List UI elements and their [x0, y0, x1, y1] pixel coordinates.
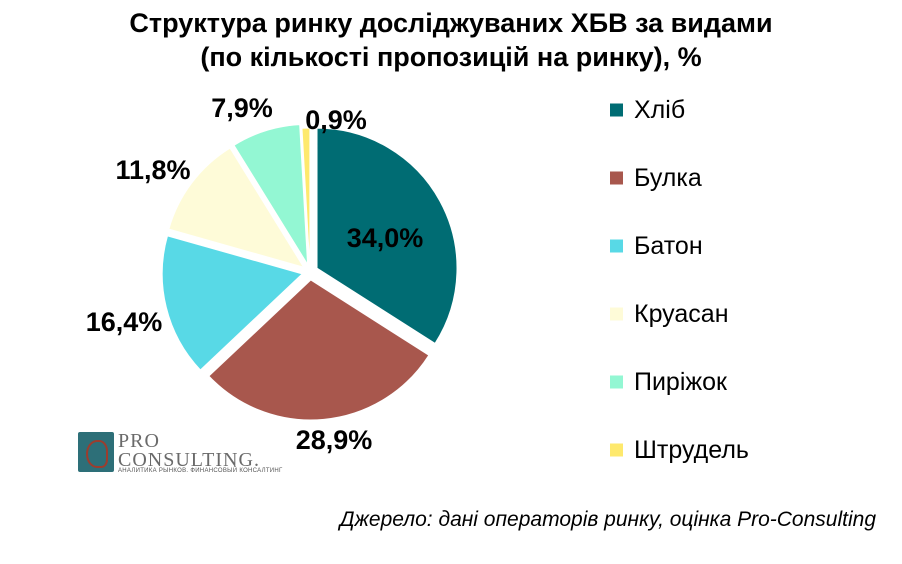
logo-text-consulting: CONSULTING. — [118, 449, 260, 471]
pie-slice-6 — [301, 127, 311, 269]
legend-swatch-1 — [610, 103, 623, 117]
pie-slice-5 — [233, 124, 309, 265]
chart-title-line-1: Структура ринку досліджуваних ХБВ за вид… — [129, 8, 773, 38]
slice-label-1: 34,0% — [347, 223, 424, 253]
logo-tagline: АНАЛИТИКА РЫНКОВ. ФИНАНСОВЫЙ КОНСАЛТИНГ — [118, 468, 283, 474]
legend-swatch-2 — [610, 171, 623, 185]
slice-label-6: 0,9% — [305, 105, 367, 135]
pie-slice-3 — [161, 235, 304, 371]
pro-consulting-logo: PRO CONSULTING. АНАЛИТИКА РЫНКОВ. ФИНАНС… — [78, 430, 282, 474]
logo-text-pro: PRO — [118, 430, 160, 452]
legend-label-4: Круасан — [634, 300, 729, 328]
legend-label-3: Батон — [634, 232, 703, 260]
legend-swatch-4 — [610, 307, 623, 321]
legend-label-5: Пиріжок — [634, 368, 728, 396]
chart-title-line-2: (по кількості пропозицій на ринку), % — [200, 42, 702, 72]
chart-title: Структура ринку досліджуваних ХБВ за вид… — [0, 6, 902, 74]
slice-label-5: 7,9% — [211, 93, 273, 123]
slice-labels: 34,0% 28,9% 16,4% 11,8% 7,9% 0,9% — [86, 93, 424, 455]
pie-slice-4 — [168, 147, 305, 269]
legend-swatch-6 — [610, 443, 623, 457]
legend-swatch-5 — [610, 375, 623, 389]
slice-label-3: 16,4% — [86, 307, 163, 337]
legend-label-2: Булка — [634, 164, 702, 192]
slice-label-2: 28,9% — [296, 425, 373, 455]
legend-swatch-3 — [610, 239, 623, 253]
legend-label-6: Штрудель — [634, 436, 749, 464]
slice-label-4: 11,8% — [115, 155, 190, 185]
pie-slices — [161, 124, 458, 421]
pie-slice-1 — [316, 127, 458, 345]
legend: Хліб Булка Батон Круасан Пиріжок Штрудель — [610, 96, 749, 464]
logo-mark-icon — [78, 432, 114, 472]
pie-slice-2 — [208, 279, 430, 421]
legend-label-1: Хліб — [634, 96, 685, 124]
source-note: Джерело: дані операторів ринку, оцінка P… — [339, 508, 876, 531]
